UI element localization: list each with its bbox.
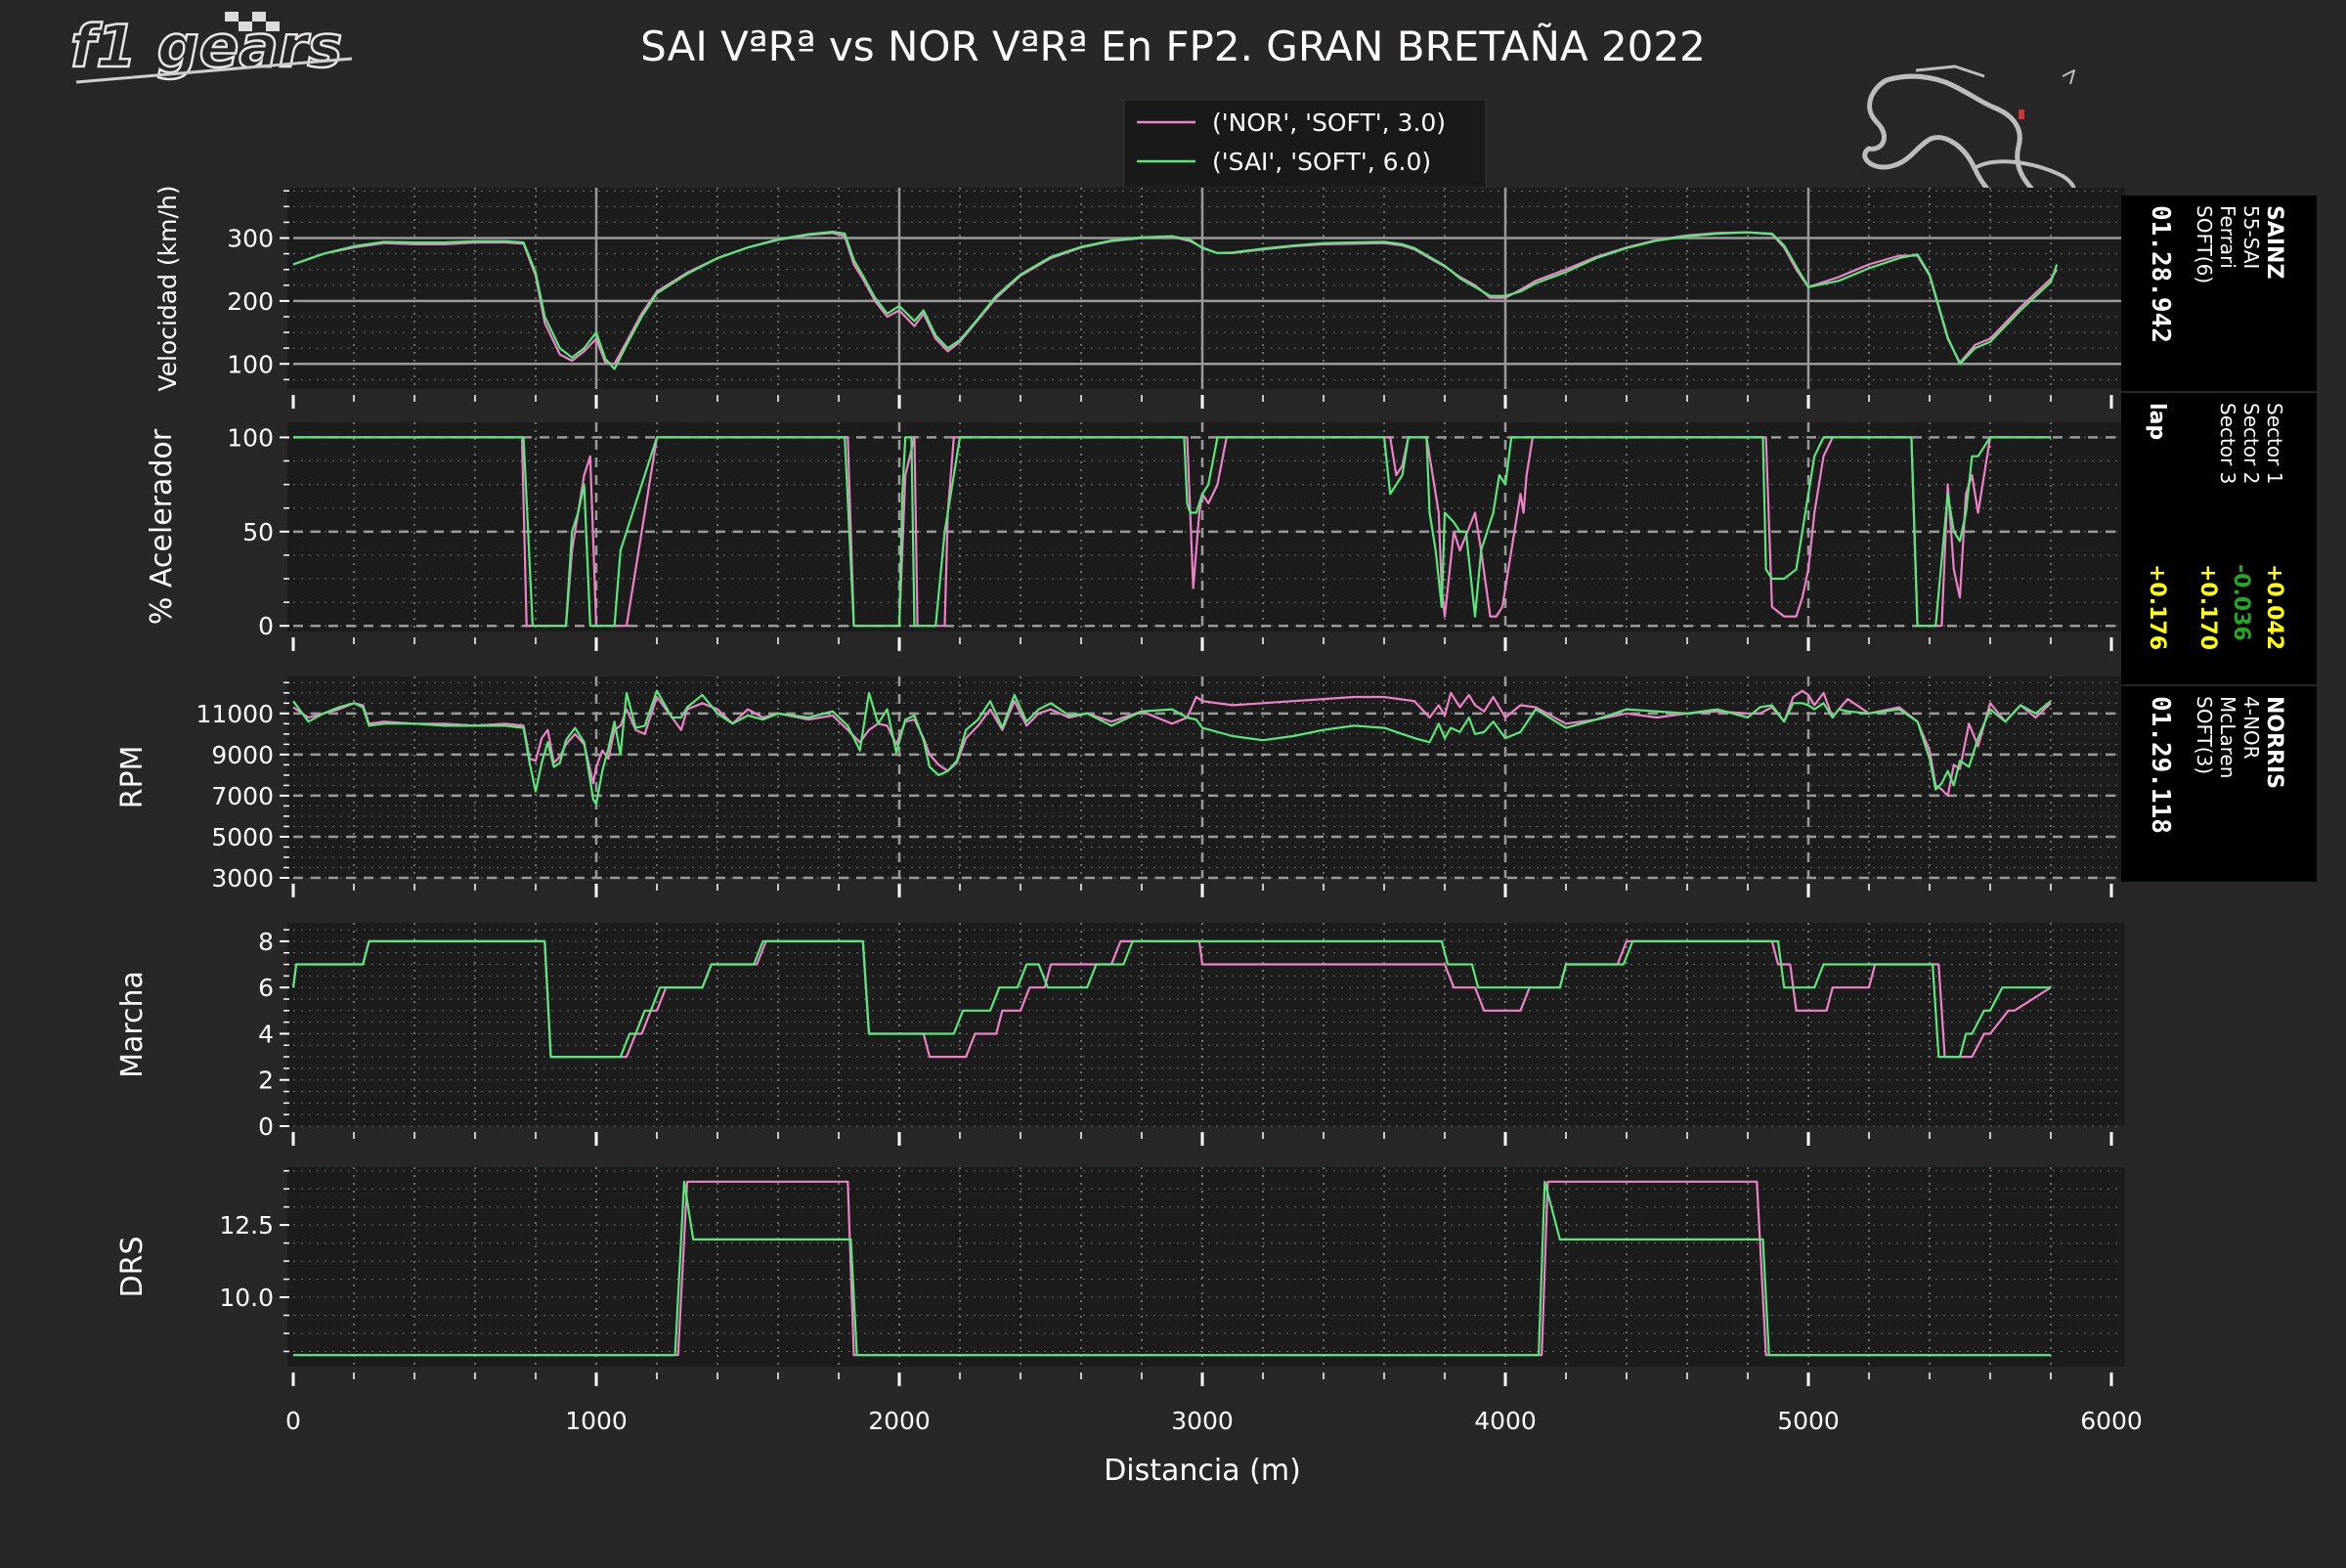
lap-delta: +0.176 (2145, 564, 2169, 650)
y-tick-label: 4 (258, 1020, 274, 1048)
series-line-nor (293, 436, 2051, 628)
y-tick-label: 200 (227, 287, 274, 316)
y-tick-label: 0 (258, 1112, 274, 1141)
x-tick-label: 5000 (1777, 1407, 1840, 1435)
y-tick-label: 9000 (211, 741, 274, 769)
driver-info-sainz: SAINZ 55-SAI Ferrari SOFT(6) 01.28.942 (2121, 196, 2317, 391)
driver-1-tyre: SOFT(6) (2193, 205, 2216, 283)
y-tick-label: 0 (258, 612, 274, 640)
x-tick-label: 4000 (1474, 1407, 1537, 1435)
y-tick-label: 50 (242, 518, 274, 546)
y-tick-label: 7000 (211, 782, 274, 810)
panel-2: 0 50 100 % Acelerador (145, 422, 2125, 651)
y-axis-label: RPM (115, 746, 150, 809)
y-tick-label: 100 (227, 423, 274, 452)
lap-label: lap (2145, 403, 2169, 440)
panel-background (287, 188, 2125, 389)
driver-2-name: NORRIS (2262, 696, 2286, 789)
y-axis-label: DRS (115, 1237, 150, 1298)
y-axis-label: Marcha (115, 971, 150, 1078)
sector-1-label: Sector 1 (2263, 403, 2286, 484)
panel-4: 0 2 4 6 8 Marcha (115, 923, 2125, 1146)
driver-info-norris: NORRIS 4-NOR McLaren SOFT(3) 01.29.118 (2121, 686, 2317, 882)
driver-2-team: McLaren (2216, 696, 2239, 778)
series-line-sai (293, 436, 2051, 628)
panel-5: 10.0 12.5 DRS (115, 1167, 2125, 1386)
panel-background (287, 422, 2125, 632)
panel-1: 100 200 300 Velocidad (km/h) (153, 185, 2125, 409)
driver-1-lap-time: 01.28.942 (2146, 205, 2175, 343)
driver-2-lap-time: 01.29.118 (2146, 696, 2175, 834)
y-tick-label: 3000 (211, 864, 274, 893)
panel-background (287, 676, 2125, 878)
sector-3-label: Sector 3 (2216, 403, 2239, 484)
series-line-nor (292, 689, 2052, 798)
y-tick-label: 2 (258, 1067, 274, 1095)
panel-background (287, 1167, 2125, 1367)
y-tick-label: 11000 (196, 700, 274, 728)
x-tick-label: 3000 (1171, 1407, 1234, 1435)
panel-background (287, 923, 2125, 1126)
x-tick-label: 1000 (565, 1407, 628, 1435)
series-line-sai (293, 1180, 2051, 1357)
legend-label-nor: ('NOR', 'SOFT', 3.0) (1212, 109, 1446, 137)
y-axis-label: Velocidad (km/h) (153, 185, 182, 391)
sector-delta-box: Sector 1 Sector 2 Sector 3 lap +0.042 -0… (2121, 393, 2317, 684)
x-axis: 0 1000 2000 3000 4000 5000 6000 (285, 1407, 2143, 1435)
panel-3: 3000 5000 7000 9000 11000 RPM (115, 676, 2125, 897)
driver-1-team: Ferrari (2216, 205, 2239, 269)
series-line-sai (291, 939, 2051, 1059)
x-tick-label: 2000 (868, 1407, 931, 1435)
driver-2-tyre: SOFT(3) (2193, 696, 2216, 774)
y-tick-label: 100 (227, 350, 274, 378)
y-axis-label: % Acelerador (145, 428, 179, 625)
sector-3-delta: +0.170 (2195, 564, 2220, 650)
x-tick-label: 6000 (2080, 1407, 2143, 1435)
legend: ('NOR', 'SOFT', 3.0) ('SAI', 'SOFT', 6.0… (1123, 99, 1487, 189)
sector-1-delta: +0.042 (2262, 564, 2286, 650)
sector-2-delta: -0.036 (2229, 564, 2253, 641)
sector-2-label: Sector 2 (2239, 403, 2263, 484)
chart-title: SAI VªRª vs NOR VªRª En FP2. GRAN BRETAÑ… (640, 22, 1706, 70)
legend-label-sai: ('SAI', 'SOFT', 6.0) (1212, 148, 1431, 176)
x-axis-label: Distancia (m) (1104, 1454, 1301, 1488)
series-line-sai (292, 689, 2052, 806)
y-tick-label: 10.0 (219, 1284, 274, 1312)
x-tick-label: 0 (285, 1407, 301, 1435)
y-tick-label: 300 (227, 225, 274, 253)
logo: f1 gears (69, 12, 353, 84)
y-tick-label: 5000 (211, 823, 274, 851)
y-tick-label: 6 (258, 974, 274, 1002)
series-line-sai (292, 231, 2059, 370)
y-tick-label: 8 (258, 928, 274, 956)
driver-2-code: 4-NOR (2239, 696, 2263, 760)
driver-1-name: SAINZ (2262, 205, 2286, 279)
driver-1-code: 55-SAI (2239, 205, 2263, 269)
y-tick-label: 12.5 (219, 1211, 274, 1240)
